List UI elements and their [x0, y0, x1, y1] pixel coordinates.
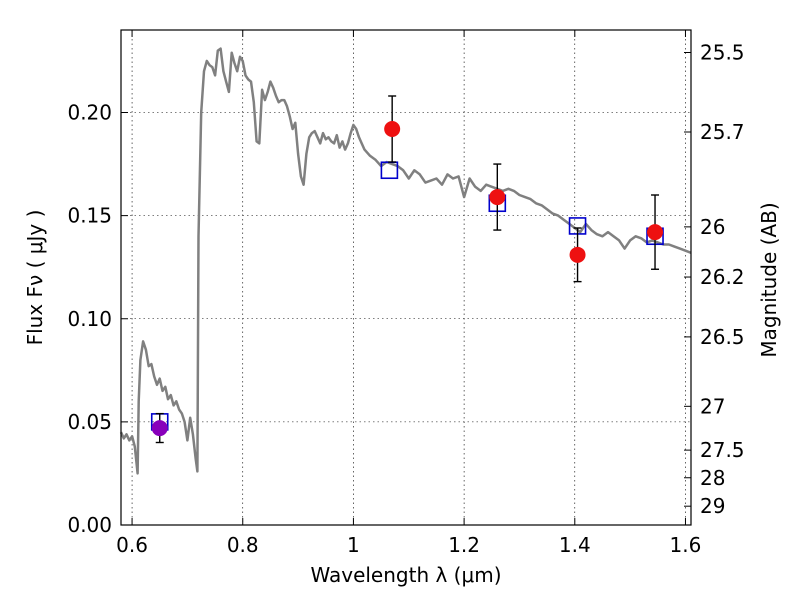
spectrum-line	[119, 47, 692, 475]
observed-photometry	[151, 95, 664, 444]
y2-tick-label: 28	[700, 466, 725, 490]
x-tick-label: 1.4	[559, 533, 591, 557]
observed-point	[569, 246, 586, 263]
observed-point	[489, 189, 506, 206]
x-tick-label: 1.2	[448, 533, 480, 557]
y-tick-label: 0.20	[67, 101, 112, 125]
y2-tick-label: 26	[700, 215, 725, 239]
y-tick-label: 0.00	[67, 513, 112, 537]
observed-point	[647, 224, 664, 241]
y2-tick-label: 27	[700, 394, 725, 418]
y2-tick-label: 25.5	[700, 41, 745, 65]
y2-tick-label: 27.5	[700, 438, 745, 462]
y-axis-title: Flux Fν ( μJy )	[23, 210, 47, 346]
observed-point	[151, 420, 168, 437]
axis-ticks: 0.6 0.8 1 1.2 1.4 1.6 0.00 0.05 0.10 0.15 0.20 25.5…	[67, 30, 745, 557]
observed-point	[384, 121, 401, 137]
y-tick-label: 0.15	[67, 204, 112, 228]
x-tick-label: 0.8	[227, 533, 259, 557]
y2-tick-label: 25.7	[700, 120, 745, 144]
y2-axis-title: Magnitude (AB)	[757, 202, 781, 357]
x-axis-title: Wavelength λ (μm)	[310, 563, 501, 587]
y2-tick-label: 26.2	[700, 265, 745, 289]
y2-tick-label: 26.5	[700, 325, 745, 349]
y-tick-label: 0.05	[67, 410, 112, 434]
x-tick-label: 1.6	[670, 533, 702, 557]
y-tick-label: 0.10	[67, 307, 112, 331]
model-spectrum	[119, 47, 692, 475]
y2-tick-label: 29	[700, 494, 725, 518]
x-tick-label: 0.6	[116, 533, 148, 557]
x-tick-label: 1	[347, 533, 360, 557]
